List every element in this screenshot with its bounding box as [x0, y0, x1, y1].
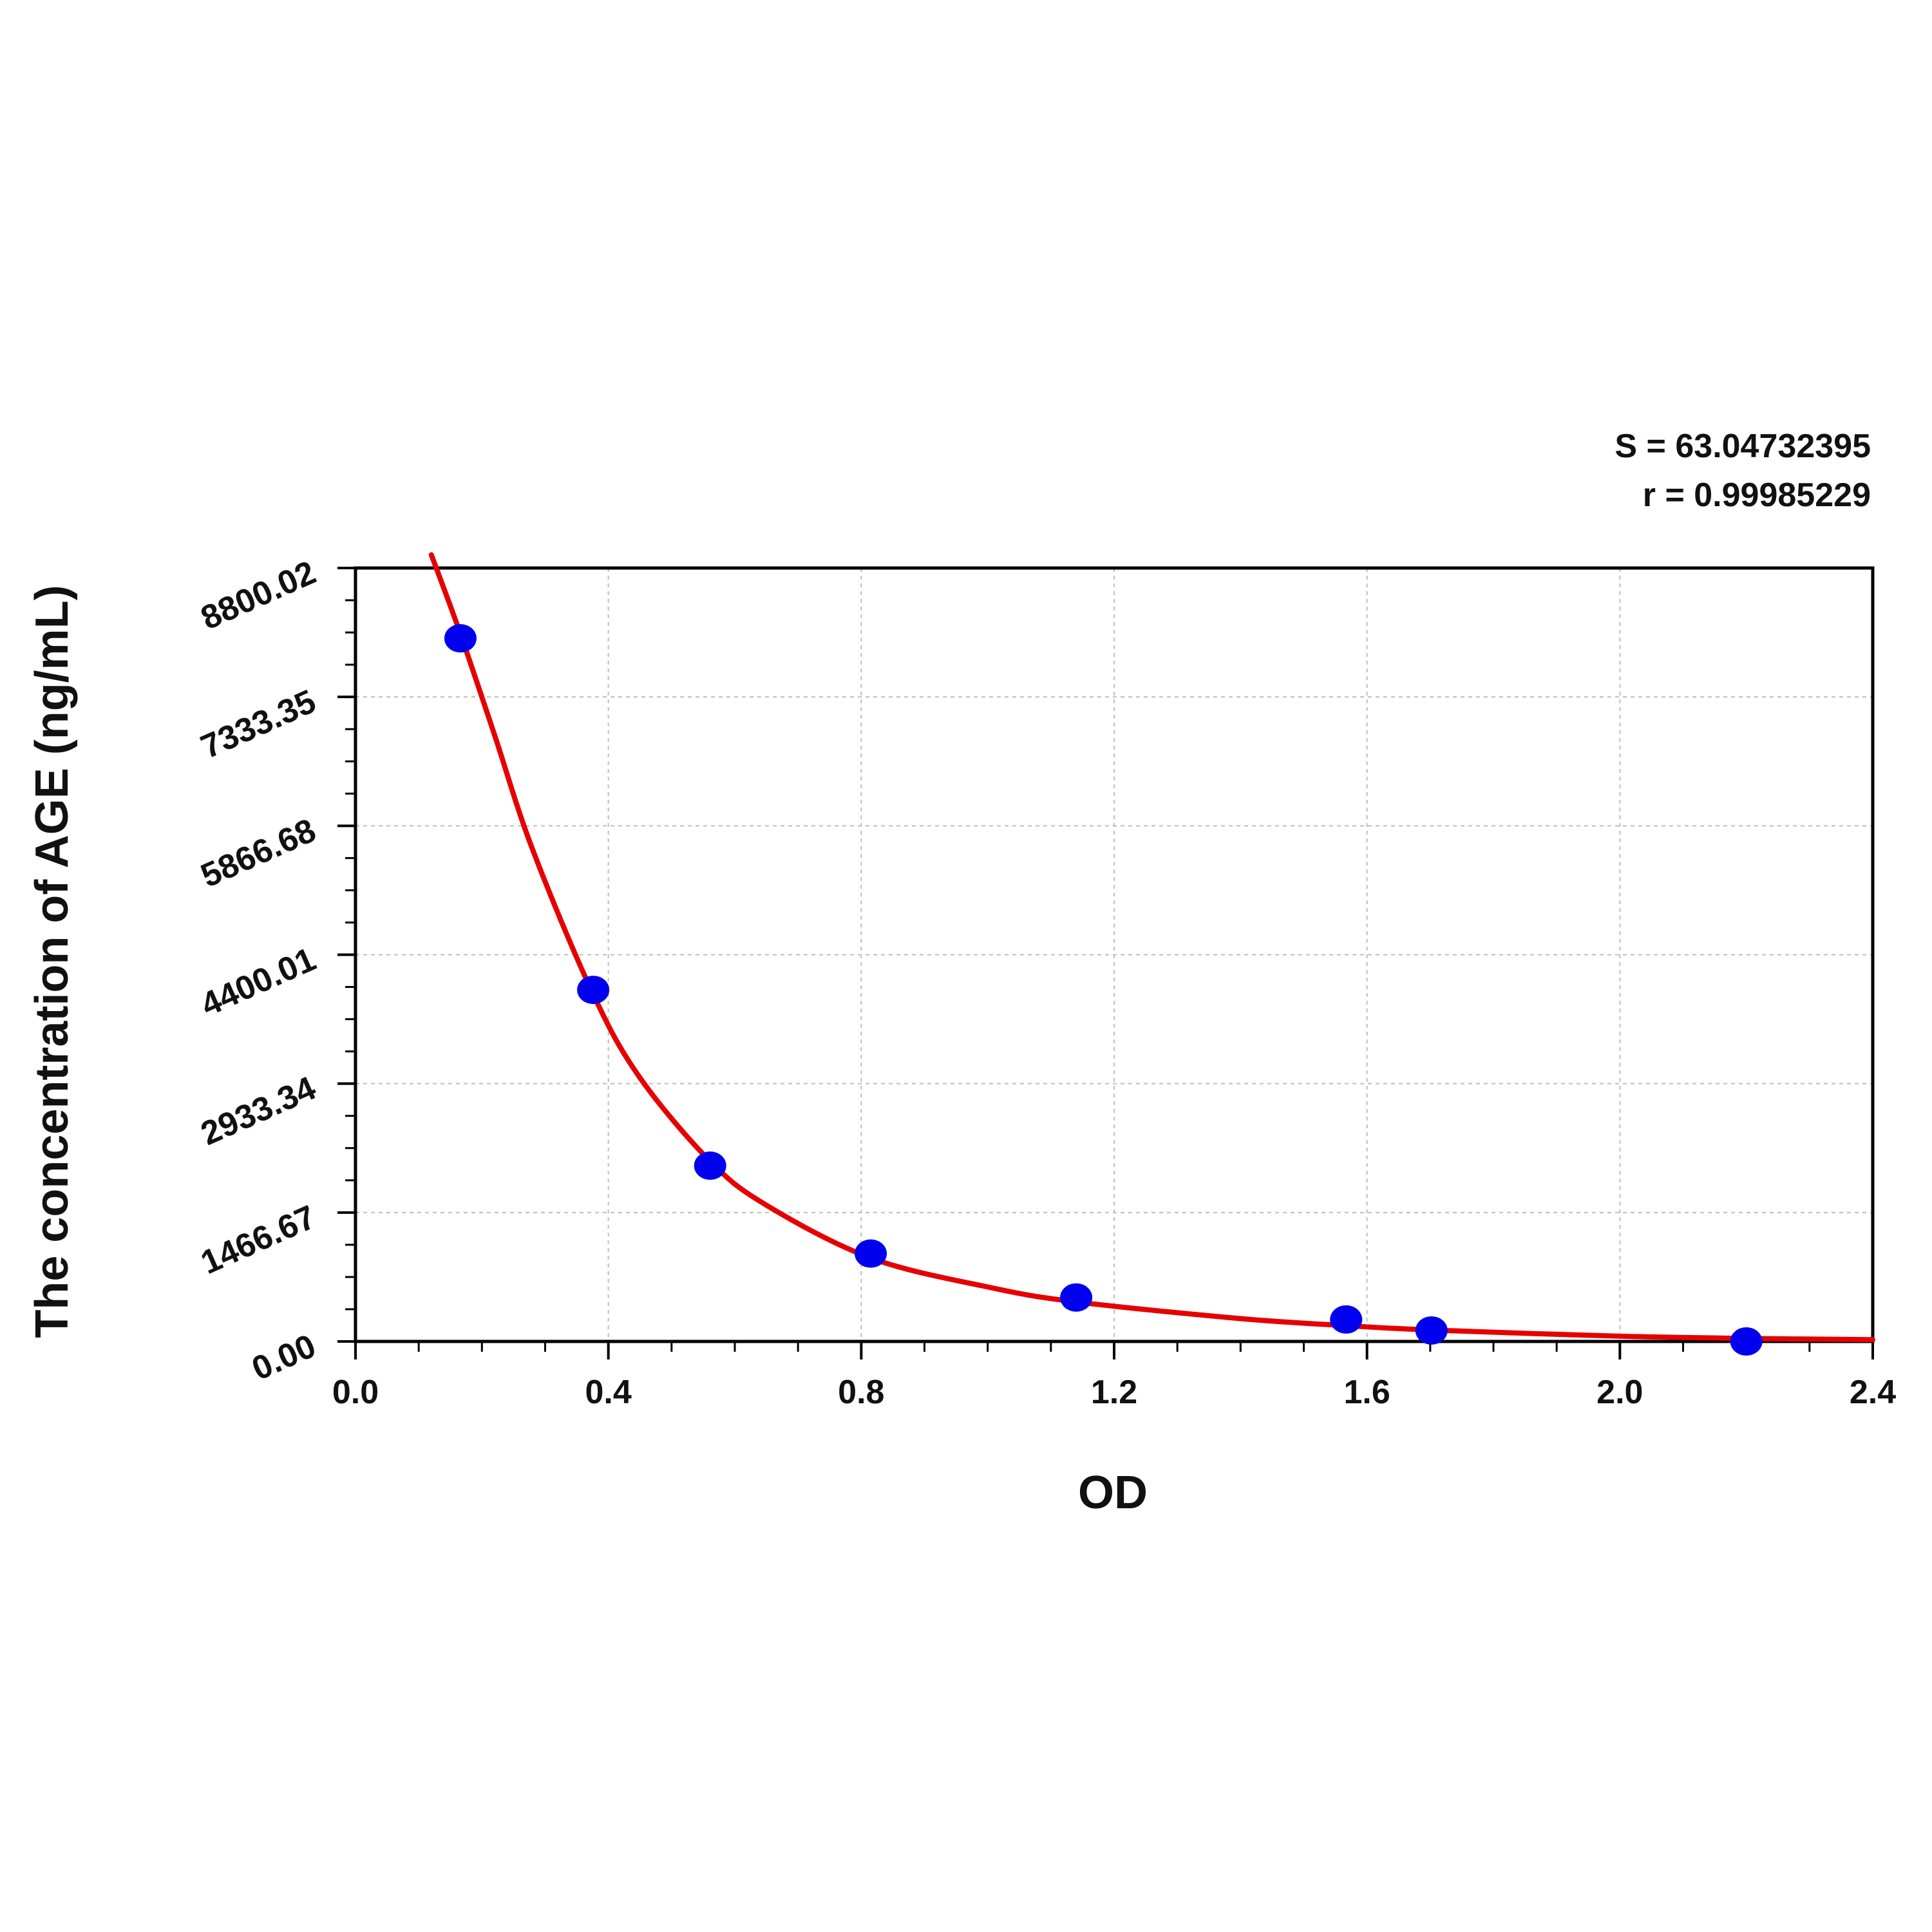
data-point [1060, 1283, 1093, 1312]
data-point [577, 976, 610, 1005]
grid-layer [355, 568, 1873, 1341]
x-tick-label: 1.6 [1344, 1374, 1390, 1411]
data-point [694, 1151, 726, 1180]
data-point [855, 1239, 887, 1268]
data-point [1415, 1316, 1448, 1345]
x-tick-label: 2.0 [1596, 1374, 1643, 1411]
data-point [444, 624, 477, 653]
y-axis-title: The concentration of AGE (ng/mL) [26, 585, 78, 1338]
x-tick-label: 1.2 [1091, 1374, 1137, 1411]
x-tick-label: 2.4 [1850, 1374, 1896, 1411]
points-layer [444, 624, 1763, 1356]
x-tick-label: 0.4 [585, 1374, 632, 1411]
data-point [1730, 1327, 1763, 1356]
x-axis-title: OD [1078, 1467, 1148, 1519]
stats-s-text: S = 63.04732395 [1615, 428, 1871, 465]
fitted-curve [428, 552, 1875, 1343]
curve-layer [428, 552, 1875, 1343]
x-tick-label: 0.8 [838, 1374, 884, 1411]
stats-r-text: r = 0.99985229 [1643, 477, 1871, 514]
axes-layer [337, 566, 1875, 1359]
x-tick-label: 0.0 [332, 1374, 379, 1411]
data-point [1330, 1305, 1363, 1334]
